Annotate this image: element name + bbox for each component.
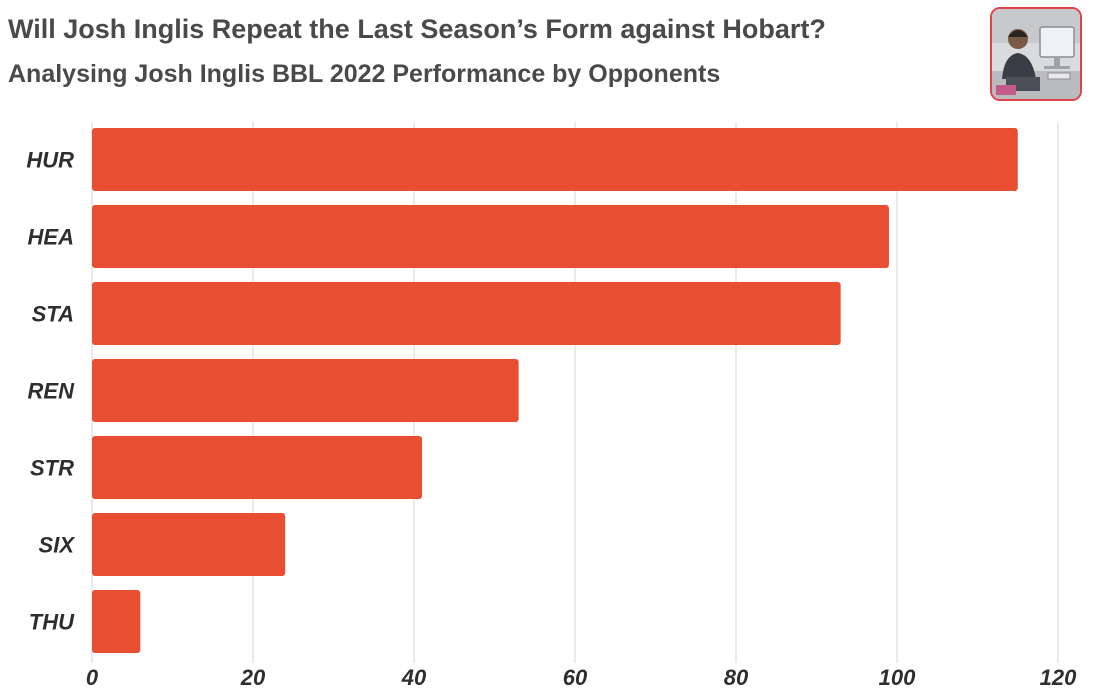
category-label: STR [30, 456, 74, 481]
x-tick-label: 100 [879, 665, 916, 690]
bar-str [92, 436, 423, 499]
chart-subtitle: Analysing Josh Inglis BBL 2022 Performan… [8, 60, 721, 88]
category-labels: HUR HEA STA REN STR SIX THU [26, 148, 75, 635]
x-tick-label: 60 [563, 665, 588, 690]
bar-six [92, 513, 286, 576]
category-label: HEA [28, 225, 74, 250]
category-label: STA [32, 302, 74, 327]
x-tick-label: 80 [724, 665, 749, 690]
x-axis-tick-labels: 0 20 40 60 80 100 120 [86, 665, 1077, 690]
x-tick-label: 40 [401, 665, 427, 690]
bar-ren [92, 359, 519, 422]
x-tick-label: 0 [86, 665, 99, 690]
category-label: THU [29, 610, 75, 635]
category-label: REN [28, 379, 76, 404]
bar-hur [92, 128, 1018, 191]
bar-sta [92, 282, 841, 345]
bar-thu [92, 590, 141, 653]
x-tick-label: 20 [240, 665, 266, 690]
x-tick-label: 120 [1040, 665, 1077, 690]
category-label: HUR [26, 148, 74, 173]
person-at-computer-photo [990, 7, 1082, 101]
bars [92, 128, 1018, 653]
chart-title: Will Josh Inglis Repeat the Last Season’… [8, 14, 826, 44]
bar-hea [92, 205, 889, 268]
category-label: SIX [39, 533, 76, 558]
